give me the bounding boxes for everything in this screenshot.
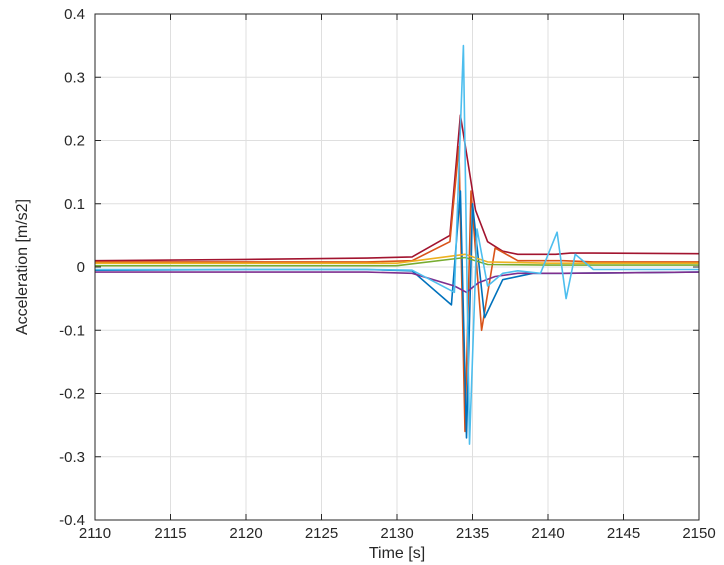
x-tick-label: 2110: [79, 525, 111, 542]
series-layer: [94, 44, 700, 445]
y-tick-label: -0.2: [59, 386, 85, 403]
y-tick-label: -0.3: [59, 449, 85, 466]
series-line-1: [94, 114, 700, 262]
y-tick-label: -0.1: [59, 322, 85, 339]
y-tick-label: 0: [77, 259, 85, 276]
x-tick-label: 2145: [607, 525, 640, 542]
y-tick-label: 0.4: [64, 6, 85, 23]
y-axis-label: Acceleration [m/s2]: [14, 199, 31, 335]
tick-labels: 2110 2115 2120 2125 2130 2135 2140 2145 2150 -0.4…: [59, 6, 716, 542]
grid-lines: [95, 14, 699, 520]
series-line-7: [95, 44, 699, 445]
x-tick-label: 2140: [531, 525, 564, 542]
series-line-2: [95, 146, 699, 433]
series-line-5: [95, 256, 699, 267]
y-tick-label: -0.4: [59, 512, 85, 529]
x-tick-label: 2130: [380, 525, 413, 542]
x-tick-label: 2150: [682, 525, 715, 542]
y-tick-label: 0.3: [64, 69, 85, 86]
x-axis-label: Time [s]: [369, 545, 425, 562]
x-tick-label: 2120: [229, 525, 262, 542]
x-tick-label: 2135: [456, 525, 489, 542]
x-tick-label: 2115: [154, 525, 186, 542]
x-tick-label: 2125: [305, 525, 338, 542]
y-tick-label: 0.1: [64, 196, 85, 213]
y-tick-label: 0.2: [64, 133, 85, 150]
series-line-6: [95, 253, 699, 265]
ticks: [94, 13, 700, 521]
